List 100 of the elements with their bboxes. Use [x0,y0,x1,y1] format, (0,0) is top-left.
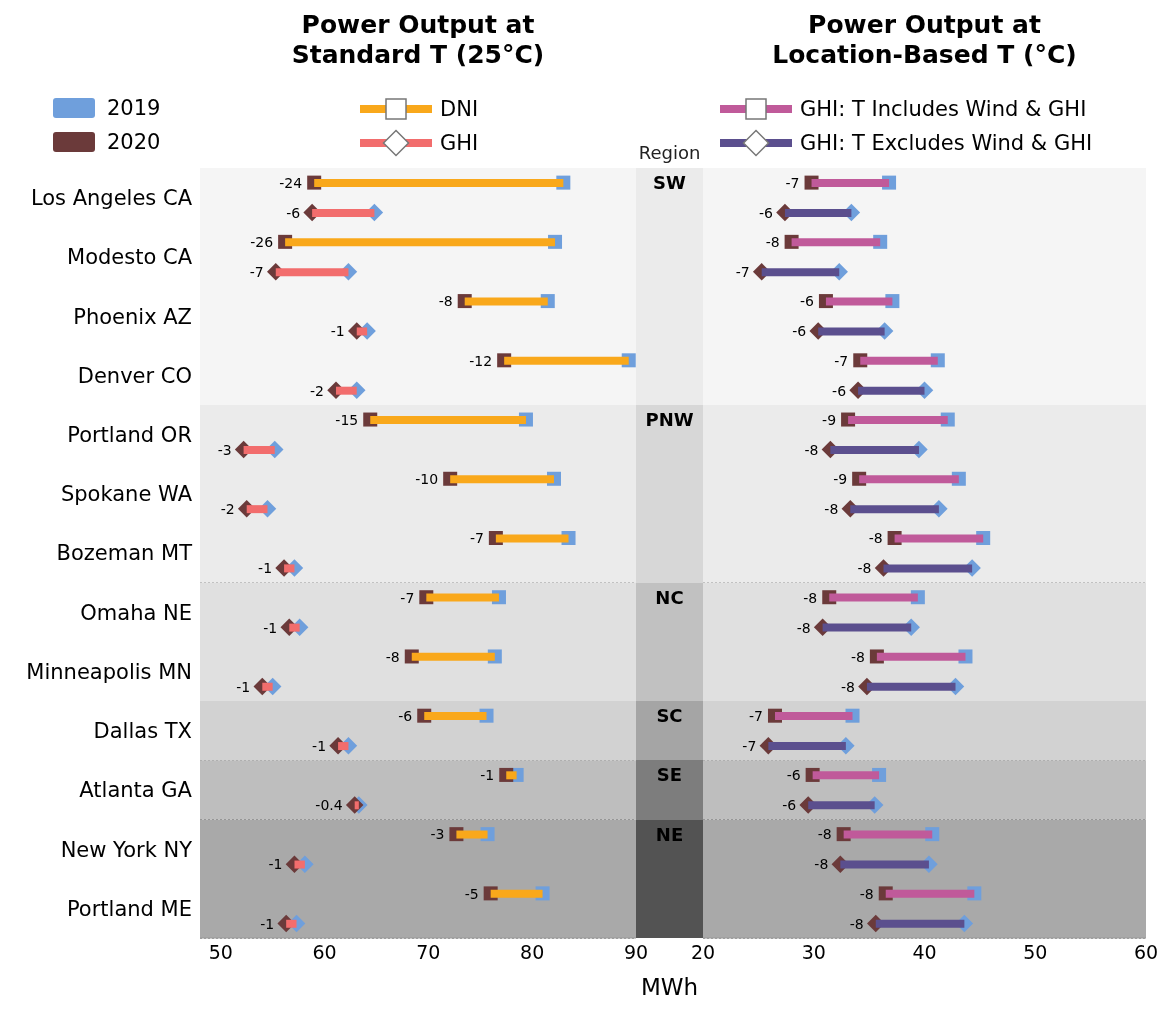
data-label: -0.4 [315,797,343,814]
data-label: -26 [250,234,274,251]
bar [490,889,543,898]
text: Region [637,142,702,163]
data-label: -8 [803,589,818,606]
data-label: -6 [398,707,413,724]
bar [825,297,893,306]
data-label: -3 [430,826,445,843]
data-label: -6 [792,323,807,340]
data-label: -7 [735,264,750,281]
bar [774,712,853,721]
band-label: PNW [644,408,695,430]
data-label: -1 [268,856,283,873]
y-tick-label: Spokane WA [60,482,193,507]
x-tick-label: 90 [623,941,649,964]
y-tick-label: New York NY [60,837,193,862]
data-label: -1 [260,915,275,932]
bar [243,445,275,454]
band-label: SC [655,705,684,727]
bar [286,919,297,928]
x-tick-label: 40 [912,941,937,964]
bar [848,415,948,424]
y-tick-label: Atlanta GA [79,778,193,803]
data-label: -5 [464,885,479,902]
bar [894,534,984,543]
data-label: -9 [822,411,837,428]
bar [312,209,375,217]
data-label: -8 [814,856,829,873]
x-tick-label: 60 [1133,941,1159,964]
bar [411,652,495,661]
legend-label: DNI [440,97,479,121]
data-label: -7 [834,352,849,369]
data-label: -6 [758,204,774,221]
bar [285,238,556,247]
bar [262,682,273,691]
y-tick-label: Denver CO [77,363,192,388]
data-label: -15 [335,411,359,428]
y-tick-label: Portland ME [66,896,192,921]
y-tick-label: Bozeman MT [56,541,193,566]
data-label: -2 [220,501,235,518]
data-label: -8 [850,648,865,665]
data-label: -12 [469,352,493,369]
bar [370,415,526,424]
bar [424,712,487,721]
data-label: -7 [749,707,763,724]
data-label: -1 [330,323,345,340]
bar [808,801,875,810]
data-label: -8 [857,560,872,577]
bar [338,742,349,751]
bar [860,356,938,365]
legend-label: GHI: T Excludes Wind & GHI [800,131,1093,155]
band-label: NC [654,586,685,608]
bar [506,771,517,780]
data-label: -1 [258,560,273,577]
data-label: -8 [804,441,819,458]
data-label: -8 [385,648,400,665]
bar [294,860,305,869]
bar [768,742,846,751]
bar [829,593,918,602]
data-label: -9 [833,471,848,488]
data-label: -7 [742,737,757,754]
data-label: -1 [236,678,251,695]
y-tick-label: Los Angeles CA [30,186,193,211]
data-label: -10 [415,471,439,488]
x-axis-title: MWh [639,974,700,1000]
data-label: -7 [400,589,415,606]
x-tick-label: 50 [208,941,233,964]
data-label: -8 [849,915,864,932]
bar [275,268,349,277]
data-label: -1 [263,619,278,636]
bar [456,830,488,839]
bar [761,268,840,277]
x-tick-label: 50 [1023,941,1048,964]
bar [875,919,965,928]
legend-label: 2019 [107,96,161,120]
data-label: -8 [868,530,883,547]
data-label: -24 [279,174,303,191]
bar [822,623,912,632]
bar [450,475,554,484]
data-label: -6 [832,382,847,399]
data-label: -8 [817,826,832,843]
bar [850,505,939,514]
data-label: -6 [786,767,801,784]
bar [830,445,919,454]
bar [284,564,295,573]
bar [885,889,975,898]
band-label: SW [652,172,687,193]
band-label: SE [655,764,684,786]
bar [495,534,569,543]
bar [883,564,973,573]
bar [812,771,880,780]
bar [504,356,629,365]
x-tick-label: 30 [801,941,826,964]
data-label: -8 [840,678,855,695]
x-tick-label: 80 [520,941,545,964]
chart-title: Power Output at Location-Based T (°C) [771,10,1078,70]
data-label: -2 [310,382,324,399]
bar [859,475,959,484]
bar [866,682,956,691]
bar [356,327,368,336]
